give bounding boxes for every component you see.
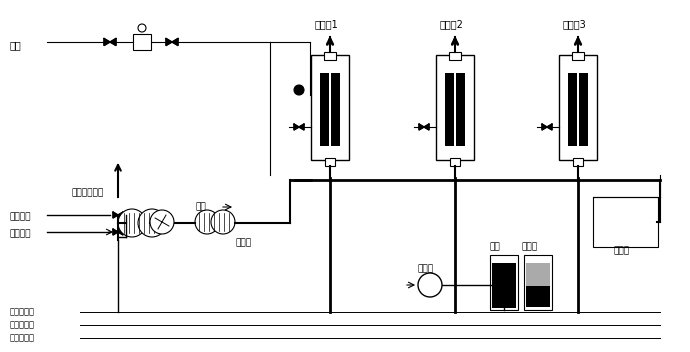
Bar <box>331 73 340 146</box>
Text: 吸附器2: 吸附器2 <box>440 19 464 29</box>
Bar <box>568 73 577 146</box>
Polygon shape <box>166 38 172 46</box>
Text: 空气: 空气 <box>196 202 207 212</box>
Text: 分层槽: 分层槽 <box>522 242 538 251</box>
Bar <box>573 158 583 166</box>
Circle shape <box>138 209 166 237</box>
Bar <box>324 52 336 60</box>
Bar <box>490 255 518 310</box>
Text: 储槽: 储槽 <box>490 242 501 251</box>
Polygon shape <box>326 150 334 156</box>
Bar <box>320 73 329 146</box>
Polygon shape <box>424 124 429 130</box>
Bar <box>133 34 151 50</box>
Bar <box>449 52 461 60</box>
Circle shape <box>118 209 146 237</box>
Text: 吸附器1: 吸附器1 <box>315 19 339 29</box>
Circle shape <box>138 24 146 32</box>
Polygon shape <box>542 124 547 130</box>
Text: 低温尾气: 低温尾气 <box>10 230 32 239</box>
Bar <box>436 55 474 160</box>
Bar <box>593 197 658 247</box>
Bar <box>526 263 550 286</box>
Text: 冷凝器: 冷凝器 <box>613 246 629 255</box>
Polygon shape <box>451 150 459 156</box>
Bar <box>598 202 653 242</box>
Text: 冷却器: 冷却器 <box>236 238 252 247</box>
Bar <box>311 55 349 160</box>
Polygon shape <box>104 38 110 46</box>
Polygon shape <box>118 212 123 218</box>
Bar <box>450 158 460 166</box>
Bar <box>445 73 454 146</box>
Circle shape <box>211 210 235 234</box>
Text: 冷却水回水: 冷却水回水 <box>10 333 35 342</box>
Polygon shape <box>419 124 424 130</box>
Polygon shape <box>113 229 118 235</box>
Text: 溶剂回收液: 溶剂回收液 <box>10 308 35 316</box>
Polygon shape <box>113 212 118 218</box>
Bar <box>579 73 588 146</box>
Circle shape <box>195 210 219 234</box>
Polygon shape <box>118 229 123 235</box>
Polygon shape <box>294 124 299 130</box>
Bar <box>572 52 584 60</box>
Polygon shape <box>574 150 582 156</box>
Text: 蒸汽: 蒸汽 <box>10 40 22 50</box>
Text: 事故尾气排放: 事故尾气排放 <box>72 189 104 197</box>
Circle shape <box>418 273 442 297</box>
Text: 冷却水上水: 冷却水上水 <box>10 321 35 329</box>
Text: 排液泵: 排液泵 <box>418 264 434 274</box>
Polygon shape <box>172 38 178 46</box>
Circle shape <box>150 210 174 234</box>
Polygon shape <box>547 124 552 130</box>
Bar <box>524 255 552 310</box>
Bar <box>492 263 516 308</box>
Text: 高温尾气: 高温尾气 <box>10 213 32 221</box>
Circle shape <box>294 85 304 95</box>
Bar <box>325 158 335 166</box>
Bar <box>526 286 550 307</box>
Text: P: P <box>427 280 433 290</box>
Bar <box>456 73 465 146</box>
Text: 吸附器3: 吸附器3 <box>563 19 586 29</box>
Polygon shape <box>299 124 304 130</box>
Bar <box>559 55 597 160</box>
Polygon shape <box>110 38 116 46</box>
